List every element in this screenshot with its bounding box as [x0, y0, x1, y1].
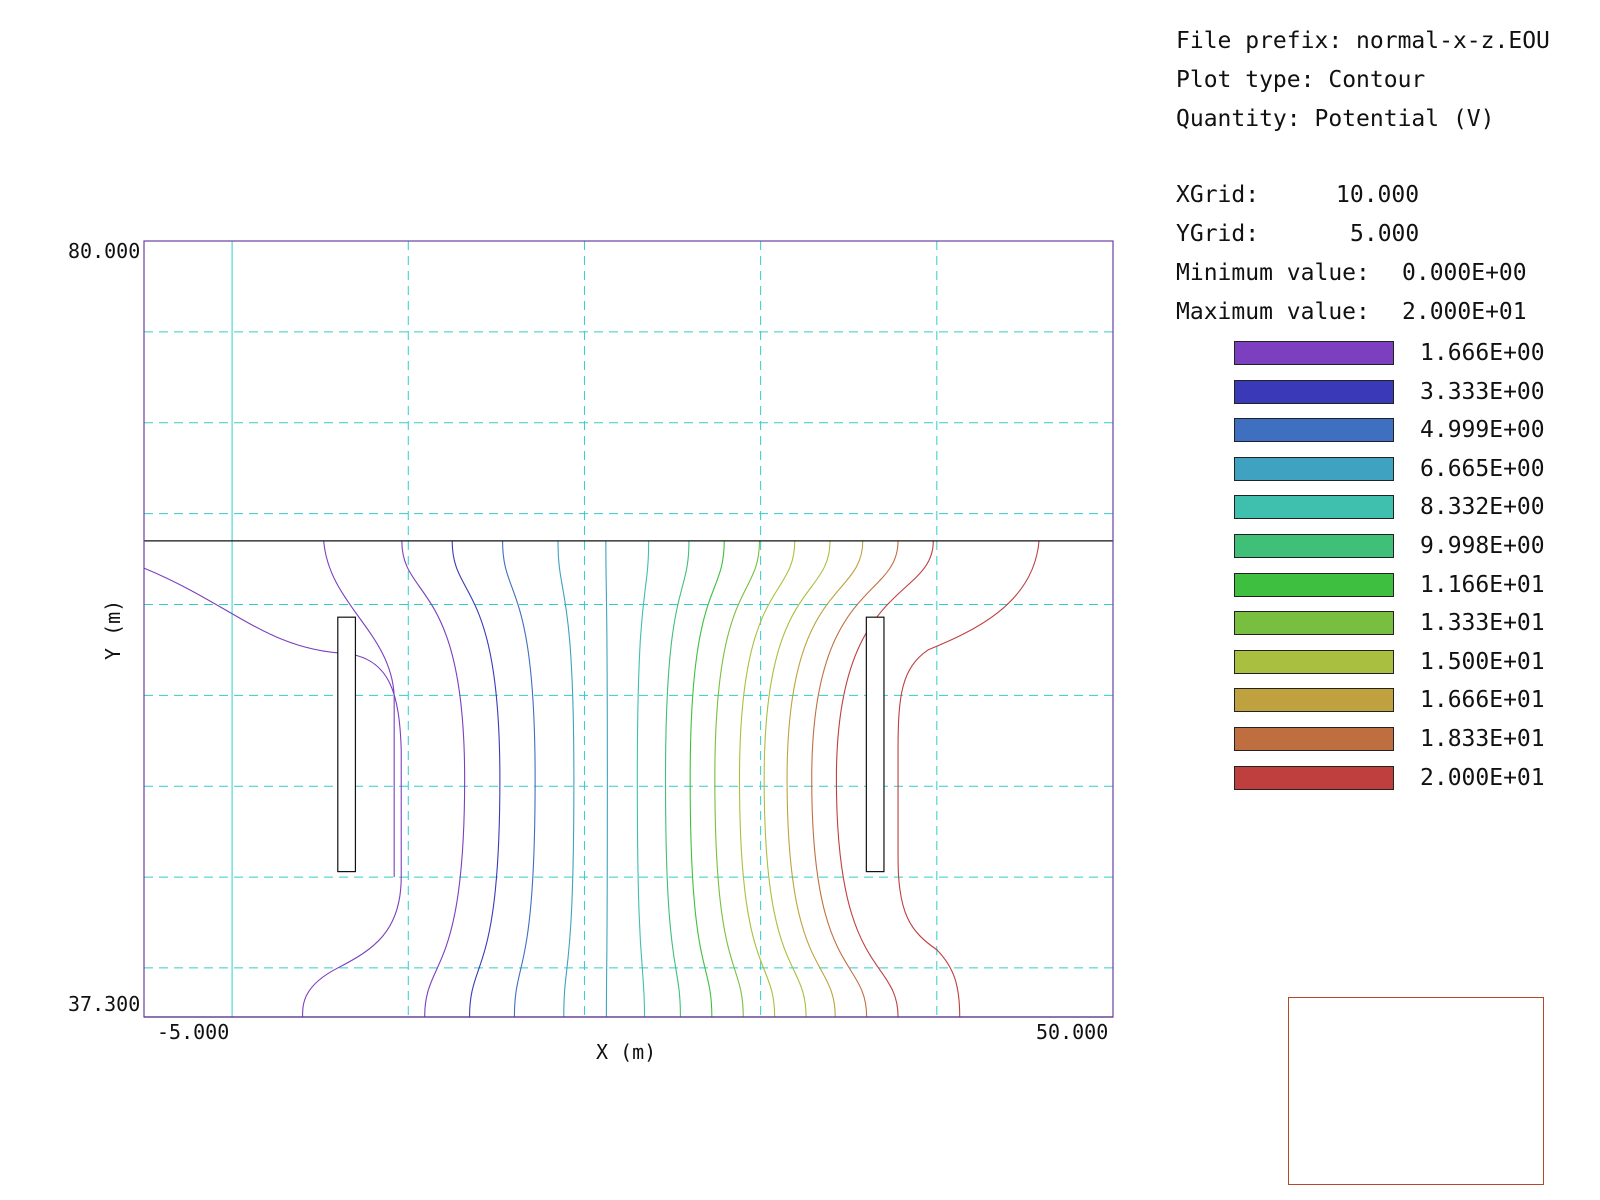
- legend-swatch: [1234, 611, 1394, 636]
- xgrid-line: XGrid: 10.000: [1176, 182, 1419, 208]
- legend-label: 1.666E+00: [1420, 340, 1545, 366]
- legend-swatch: [1234, 572, 1394, 597]
- legend-item: 9.998E+00: [1234, 534, 1564, 558]
- legend-item: 3.333E+00: [1234, 378, 1564, 405]
- contour-line: [636, 540, 650, 1018]
- legend-item: 1.500E+01: [1234, 648, 1564, 675]
- contour-line: [811, 540, 899, 1018]
- legend-item: 1.333E+01: [1234, 610, 1564, 637]
- legend-item: 4.999E+00: [1234, 417, 1564, 444]
- legend-label: 1.833E+01: [1420, 726, 1545, 752]
- plot-type-line: Plot type: Contour: [1176, 69, 1425, 92]
- contour-line: [689, 540, 725, 1018]
- ygrid-label: YGrid:: [1176, 221, 1260, 247]
- legend-item: 8.332E+00: [1234, 494, 1564, 521]
- legend-label: 1.666E+01: [1420, 687, 1545, 714]
- contour-line: [835, 540, 934, 1018]
- legend-swatch: [1234, 688, 1394, 713]
- legend-label: 8.332E+00: [1420, 494, 1545, 521]
- electrode-2: [865, 616, 885, 873]
- contour-line: [664, 540, 690, 1018]
- legend-item: 2.000E+01: [1234, 764, 1564, 791]
- quantity-line: Quantity: Potential (V): [1176, 108, 1495, 131]
- quantity-label: Quantity:: [1176, 106, 1301, 132]
- x-axis-label: X (m): [596, 1040, 656, 1064]
- x-tick-right: 50.000: [1036, 1020, 1108, 1044]
- legend-swatch: [1234, 534, 1394, 558]
- min-value: 0.000E+00: [1402, 260, 1527, 286]
- legend-swatch: [1234, 379, 1394, 404]
- x-tick-left: -5.000: [157, 1020, 229, 1044]
- contour-line: [401, 540, 466, 1018]
- legend-swatch: [1234, 495, 1394, 520]
- contour-line: [502, 540, 536, 1018]
- max-label: Maximum value:: [1176, 299, 1370, 325]
- legend-label: 1.500E+01: [1420, 648, 1545, 675]
- contour-line: [451, 540, 501, 1018]
- legend-swatch: [1234, 456, 1394, 481]
- legend-label: 2.000E+01: [1420, 764, 1545, 791]
- legend-label: 6.665E+00: [1420, 455, 1545, 482]
- min-value-line: Minimum value: 0.000E+00: [1176, 260, 1527, 286]
- electrode-1: [337, 616, 357, 873]
- file-prefix-label: File prefix:: [1176, 28, 1343, 54]
- legend-item: 1.833E+01: [1234, 727, 1564, 751]
- legend-label: 4.999E+00: [1420, 417, 1545, 444]
- plot-frame: [143, 240, 1114, 1018]
- contour-line: [605, 540, 608, 1018]
- legend-swatch: [1234, 341, 1394, 365]
- legend-item: 6.665E+00: [1234, 455, 1564, 482]
- contour-line: [323, 540, 395, 878]
- legend-swatch: [1234, 418, 1394, 443]
- legend-label: 9.998E+00: [1420, 533, 1545, 559]
- preview-box: [1288, 997, 1544, 1185]
- legend-item: 1.666E+01: [1234, 687, 1564, 714]
- legend-item: 1.166E+01: [1234, 571, 1564, 598]
- legend-label: 1.333E+01: [1420, 610, 1545, 637]
- xgrid-value: 10.000: [1336, 182, 1420, 208]
- y-axis-label: Y (m): [101, 600, 125, 660]
- plot-type-label: Plot type:: [1176, 67, 1315, 93]
- contour-line: [738, 540, 796, 1018]
- legend-swatch: [1234, 765, 1394, 790]
- contour-line: [897, 540, 1040, 1018]
- ygrid-value: 5.000: [1350, 221, 1420, 247]
- grid-lines: [144, 241, 1113, 1017]
- file-prefix-line: File prefix: normal-x-z.EOU: [1176, 30, 1550, 53]
- max-value-line: Maximum value: 2.000E+01: [1176, 299, 1527, 325]
- min-label: Minimum value:: [1176, 260, 1370, 286]
- ygrid-line: YGrid: 5.000: [1176, 221, 1419, 247]
- contour-line: [143, 567, 402, 1018]
- legend-item: 1.666E+00: [1234, 341, 1564, 365]
- legend-swatch: [1234, 727, 1394, 751]
- max-value: 2.000E+01: [1402, 299, 1527, 325]
- legend-label: 1.166E+01: [1420, 571, 1545, 598]
- y-tick-bottom: 37.300: [68, 992, 140, 1016]
- xgrid-label: XGrid:: [1176, 182, 1260, 208]
- contour-line: [786, 540, 864, 1018]
- legend-swatch: [1234, 649, 1394, 674]
- plot-type-value: Contour: [1328, 67, 1426, 93]
- contour-line: [557, 540, 575, 1018]
- contour-lines: [143, 540, 1040, 1018]
- geometry: [144, 540, 1113, 1018]
- quantity-value: Potential (V): [1314, 106, 1495, 132]
- contour-line: [763, 540, 831, 1018]
- y-tick-top: 80.000: [68, 239, 140, 263]
- legend-label: 3.333E+00: [1420, 378, 1545, 405]
- file-prefix-value: normal-x-z.EOU: [1356, 28, 1550, 54]
- contour-line: [714, 540, 761, 1018]
